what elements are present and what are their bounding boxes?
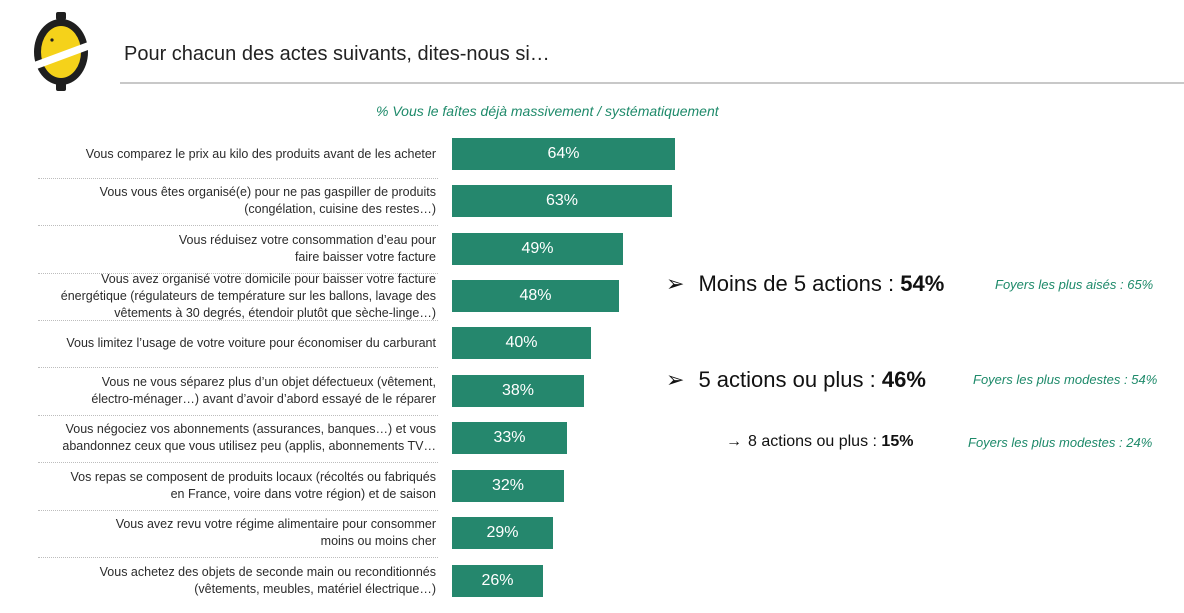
category-label-line: Vous avez revu votre régime alimentaire … (115, 517, 436, 531)
bar (452, 327, 591, 359)
row-separator (38, 178, 438, 179)
category-label: Vous avez revu votre régime alimentaire … (0, 516, 436, 550)
category-label-line: (congélation, cuisine des restes…) (244, 202, 436, 216)
category-label-line: Vous achetez des objets de seconde main … (99, 565, 436, 579)
category-label-line: Vous vous êtes organisé(e) pour ne pas g… (99, 185, 436, 199)
arrow-icon: ➢ (666, 367, 685, 392)
summary-text: 5 actions ou plus : (698, 367, 882, 392)
bar (452, 233, 623, 265)
row-separator (38, 462, 438, 463)
category-label-line: abandonnez ceux que vous utilisez peu (a… (62, 439, 436, 453)
category-label-line: vêtements à 30 degrés, étendoir plutôt q… (114, 305, 436, 320)
summary-value: 46% (881, 367, 926, 392)
category-label-line: électro-ménager…) avant d’avoir d’abord … (91, 392, 436, 406)
category-label-line: Vous ne vous séparez plus d’un objet déf… (101, 375, 436, 389)
category-label-line: Vous réduisez votre consommation d’eau p… (178, 233, 436, 247)
category-label-line: Vos repas se composent de produits locau… (70, 470, 437, 484)
chart-subtitle: % Vous le faîtes déjà massivement / syst… (376, 103, 719, 119)
summary-text: 8 actions ou plus : (748, 433, 882, 450)
bar (452, 185, 672, 217)
category-label-line: (vêtements, meubles, matériel électrique… (194, 582, 436, 596)
row-separator (38, 273, 438, 274)
logo-dot (50, 38, 54, 42)
bar (452, 565, 543, 597)
bar-value-label: 40% (505, 334, 538, 351)
bar (452, 422, 567, 454)
bar-value-label: 29% (486, 524, 519, 541)
category-label-line: moins ou moins cher (320, 534, 436, 548)
category-label: Vous vous êtes organisé(e) pour ne pas g… (0, 184, 436, 218)
arrow-icon: → (726, 433, 742, 450)
row-separator (38, 510, 438, 511)
bar (452, 138, 675, 170)
category-label-line: énergétique (régulateurs de température … (60, 288, 436, 303)
category-label: Vous ne vous séparez plus d’un objet déf… (0, 374, 436, 408)
summary-statement: ➢ Moins de 5 actions : 54% (666, 271, 944, 297)
summary-value: 54% (900, 271, 945, 296)
logo (34, 12, 88, 91)
category-label-line: faire baisser votre facture (294, 250, 436, 264)
category-label: Vous avez organisé votre domicile pour b… (0, 271, 436, 322)
bar-value-label: 32% (491, 477, 525, 494)
bar-value-label: 26% (481, 572, 514, 589)
category-label-line: Vous limitez l’usage de votre voiture po… (66, 335, 436, 350)
category-label-line: Vous avez organisé votre domicile pour b… (101, 271, 436, 286)
bar (452, 517, 553, 549)
row-separator (38, 367, 438, 368)
summary-note: Foyers les plus modestes : 54% (973, 372, 1158, 387)
summary-value: 15% (881, 433, 914, 450)
summary-note: Foyers les plus modestes : 24% (968, 435, 1153, 450)
bar-value-label: 63% (545, 192, 579, 209)
category-label: Vos repas se composent de produits locau… (0, 469, 437, 503)
logo-bottom-nub (56, 83, 66, 91)
category-label-line: Vous comparez le prix au kilo des produi… (85, 146, 436, 161)
row-separator (38, 320, 438, 321)
summary-text: Moins de 5 actions : (698, 271, 901, 296)
category-label: Vous réduisez votre consommation d’eau p… (0, 232, 436, 266)
category-label: Vous achetez des objets de seconde main … (0, 564, 436, 598)
row-separator (38, 225, 438, 226)
bar (452, 470, 564, 502)
bar-value-label: 33% (493, 429, 526, 446)
category-label-line: en France, voire dans votre région) et d… (170, 487, 436, 501)
category-label-line: Vous négociez vos abonnements (assurance… (65, 422, 436, 436)
bar-value-label: 64% (547, 145, 580, 162)
category-label: Vous négociez vos abonnements (assurance… (0, 421, 436, 455)
category-label: Vous comparez le prix au kilo des produi… (0, 146, 436, 163)
summary-statement: → 8 actions ou plus : 15% (726, 433, 913, 451)
bar (452, 375, 584, 407)
header-divider (120, 82, 1184, 84)
page-title: Pour chacun des actes suivants, dites-no… (124, 43, 550, 65)
row-separator (38, 557, 438, 558)
bar-value-label: 48% (519, 287, 552, 304)
summary-note: Foyers les plus aisés : 65% (995, 277, 1154, 292)
bar-value-label: 38% (501, 382, 535, 399)
bar-value-label: 49% (521, 240, 554, 257)
row-separator (38, 415, 438, 416)
bar (452, 280, 619, 312)
arrow-icon: ➢ (666, 271, 685, 296)
logo-top-nub (56, 12, 66, 20)
summary-statement: ➢ 5 actions ou plus : 46% (666, 367, 926, 393)
logo-slash (34, 42, 88, 70)
category-label: Vous limitez l’usage de votre voiture po… (0, 335, 436, 352)
